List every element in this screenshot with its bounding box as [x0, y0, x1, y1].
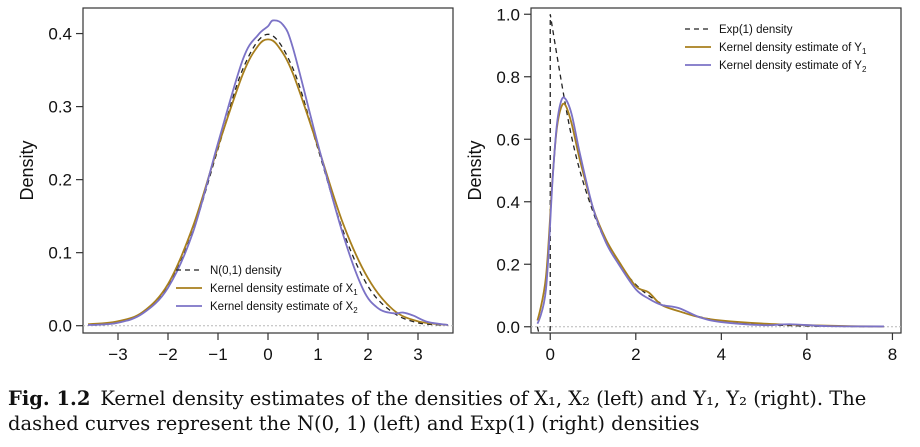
- legend-entry-label: Exp(1) density: [719, 24, 793, 36]
- x-tick-label: 2: [631, 345, 640, 364]
- x-tick-label: −2: [158, 345, 177, 364]
- x-tick-label: −1: [208, 345, 227, 364]
- caption-label: Fig. 1.2: [8, 387, 91, 410]
- y-axis-label: Density: [465, 140, 485, 200]
- caption-text: Kernel density estimates of the densitie…: [8, 387, 867, 435]
- series-line-2: [87, 19, 449, 326]
- legend-entry-label: Kernel density estimate of Y2: [719, 60, 867, 74]
- x-tick-label: 3: [413, 345, 422, 364]
- x-tick-label: 8: [888, 345, 897, 364]
- legend-entry-label: Kernel density estimate of X1: [210, 283, 358, 297]
- y-tick-label: 0.2: [496, 255, 520, 274]
- y-tick-label: 0.0: [48, 317, 72, 336]
- series-line-1: [536, 102, 884, 328]
- series-line-1: [87, 38, 449, 326]
- legend: N(0,1) density Kernel density estimate of…: [176, 265, 358, 315]
- y-tick-label: 0.8: [496, 68, 520, 87]
- y-tick-label: 0.3: [48, 98, 72, 117]
- x-tick-label: 0: [546, 345, 555, 364]
- y-tick-label: 0.4: [496, 193, 520, 212]
- legend-entry-label: N(0,1) density: [210, 265, 282, 277]
- x-tick-label: 4: [717, 345, 726, 364]
- legend-entry-label: Kernel density estimate of X2: [210, 301, 358, 315]
- y-tick-label: 0.0: [496, 318, 520, 337]
- legend: Exp(1) density Kernel density estimate of…: [685, 24, 867, 74]
- y-tick-label: 0.1: [48, 244, 72, 263]
- series-line-0: [536, 14, 884, 333]
- series-line-0: [92, 33, 444, 326]
- y-tick-label: 1.0: [496, 5, 520, 24]
- series-line-2: [536, 96, 884, 328]
- legend-entry-label: Kernel density estimate of Y1: [719, 42, 867, 56]
- y-tick-label: 0.2: [48, 171, 72, 190]
- x-tick-label: 1: [313, 345, 322, 364]
- y-axis-label: Density: [17, 140, 37, 200]
- figure-caption: Fig. 1.2 Kernel density estimates of the …: [8, 386, 912, 436]
- x-tick-label: 0: [263, 345, 272, 364]
- x-tick-label: 6: [802, 345, 811, 364]
- figure-canvas: −3 −2 −1 0 1 2 3 0.0 0.1 0.2 0.3 0.4 Density N(0,1) d…: [17, 5, 902, 364]
- y-tick-label: 0.4: [48, 25, 72, 44]
- y-tick-label: 0.6: [496, 130, 520, 149]
- plot-frame: [530, 7, 902, 334]
- right-density-panel: 0 2 4 6 8 0.0 0.2 0.4 0.6 0.8 1.0 Density Exp(1) den…: [465, 5, 902, 364]
- x-tick-label: −3: [108, 345, 127, 364]
- left-density-panel: −3 −2 −1 0 1 2 3 0.0 0.1 0.2 0.3 0.4 Density N(0,1) d…: [17, 7, 454, 364]
- x-tick-label: 2: [363, 345, 372, 364]
